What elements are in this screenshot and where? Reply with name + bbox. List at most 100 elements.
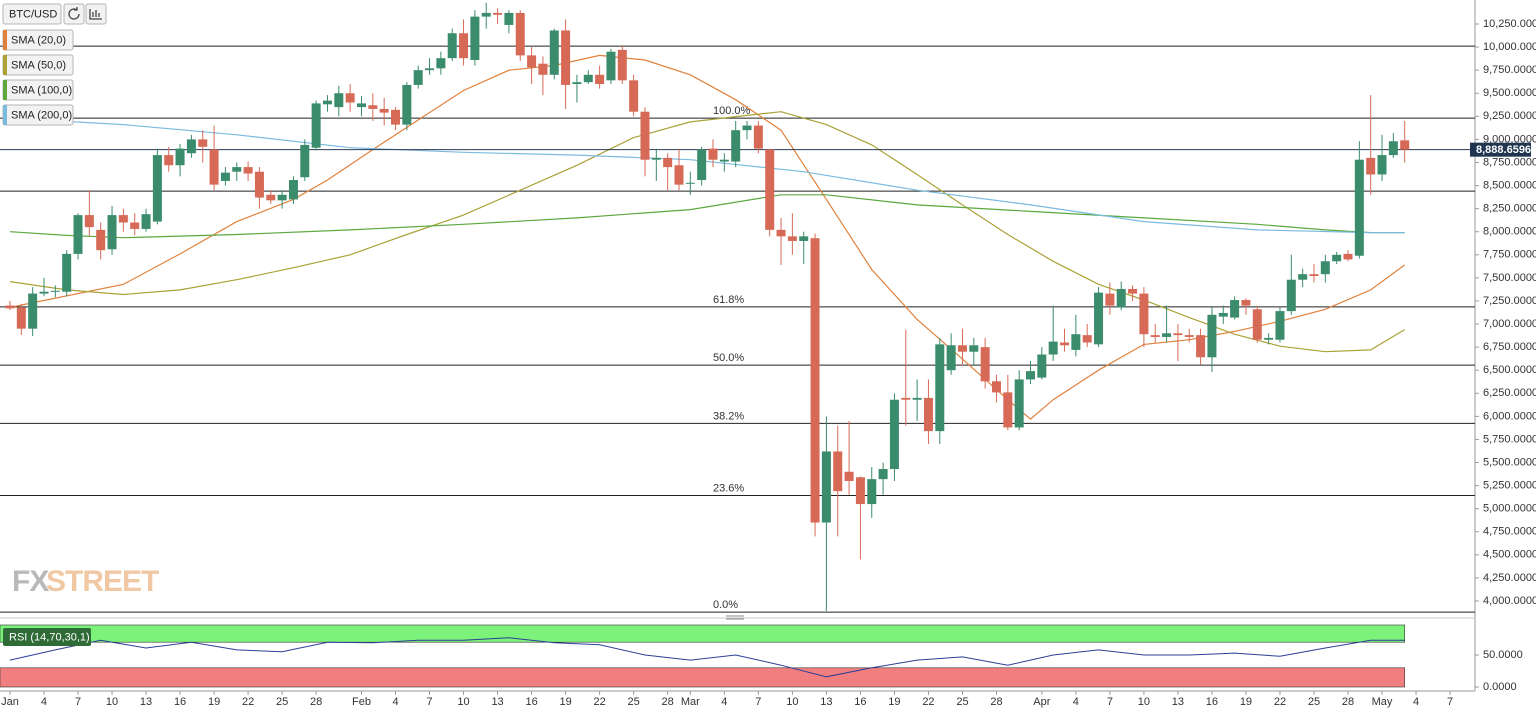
candle-body	[5, 305, 15, 309]
oversold-zone	[0, 667, 1405, 688]
candle-body	[425, 68, 435, 71]
x-tick-label: 22	[242, 696, 254, 708]
candle-body	[345, 93, 355, 103]
last-price-box	[1470, 142, 1531, 157]
candle-body	[130, 222, 140, 229]
symbol-box[interactable]	[2, 3, 62, 25]
x-tick-label: Mar	[681, 696, 700, 708]
x-tick-label: 7	[75, 696, 81, 708]
y-tick-label: 8,250.0000	[1483, 203, 1536, 215]
candle-body	[141, 214, 151, 229]
x-tick-label: 13	[491, 696, 503, 708]
x-tick-label: 19	[559, 696, 571, 708]
y-tick-label: 6,250.0000	[1483, 387, 1536, 399]
candle-body	[527, 55, 537, 68]
candle-body	[175, 148, 185, 166]
y-tick-label: 4,750.0000	[1483, 526, 1536, 538]
x-tick-label: Feb	[352, 696, 371, 708]
candle-body	[991, 381, 1001, 393]
candle-body	[1048, 341, 1058, 355]
candle-body	[1354, 159, 1364, 256]
candle-body	[1026, 371, 1036, 380]
watermark-fx: FX	[12, 565, 49, 598]
x-tick-label: 22	[922, 696, 934, 708]
candle-body	[277, 194, 287, 201]
candle-body	[1275, 311, 1285, 340]
candle-body	[1162, 333, 1172, 337]
overbought-zone	[0, 624, 1405, 643]
x-tick-label: 16	[525, 696, 537, 708]
last-price-label: 8,888.6596	[1476, 144, 1531, 156]
candle-body	[1366, 157, 1376, 175]
candle-body	[674, 165, 684, 185]
fib-level-label: 61.8%	[713, 294, 744, 306]
candle-body	[1116, 288, 1126, 308]
candle-body	[1014, 379, 1024, 428]
candle-body	[1309, 274, 1319, 277]
x-tick-label: 25	[956, 696, 968, 708]
candle-body	[334, 93, 344, 108]
x-tick-label: 16	[1206, 696, 1218, 708]
x-tick-label: 28	[1342, 696, 1354, 708]
candle-body	[1400, 140, 1410, 150]
candle-body	[901, 397, 911, 400]
legend-swatch	[3, 105, 7, 125]
candle-body	[595, 74, 605, 85]
candle-body	[1241, 300, 1251, 306]
candle-body	[697, 149, 707, 181]
x-tick-label: 25	[628, 696, 640, 708]
y-tick-label: 4,500.0000	[1483, 549, 1536, 561]
candle-body	[1071, 334, 1081, 350]
candle-body	[799, 236, 809, 241]
pane-resize-handle[interactable]	[726, 615, 744, 620]
candle-body	[923, 397, 933, 432]
x-tick-label: 22	[593, 696, 605, 708]
candle-body	[232, 167, 242, 172]
y-tick-label: 9,750.0000	[1483, 64, 1536, 76]
y-tick-label: 6,000.0000	[1483, 410, 1536, 422]
y-tick-label: 10,000.0000	[1483, 41, 1536, 53]
y-tick-label: 10,250.0000	[1483, 18, 1536, 30]
candle-body	[1320, 261, 1330, 275]
candle-body	[1150, 335, 1160, 337]
rsi-y-tick-label: 50.0000	[1483, 649, 1523, 661]
refresh-button[interactable]	[63, 3, 85, 25]
refresh-icon	[68, 7, 80, 20]
fib-level-label: 100.0%	[713, 105, 751, 117]
y-tick-label: 7,000.0000	[1483, 318, 1536, 330]
candle-body	[1003, 392, 1013, 428]
candle-body	[402, 84, 412, 125]
candle-body	[1230, 300, 1240, 318]
watermark-street: STREET	[46, 565, 159, 598]
candle-body	[1037, 354, 1047, 378]
candle-body	[640, 111, 650, 160]
candle-body	[186, 139, 196, 154]
y-tick-label: 8,500.0000	[1483, 179, 1536, 191]
y-tick-label: 7,500.0000	[1483, 272, 1536, 284]
candle-body	[311, 103, 321, 148]
x-tick-label: 10	[106, 696, 118, 708]
candle-body	[1060, 342, 1070, 346]
candle-body	[844, 471, 854, 481]
legend-label: SMA (50,0)	[11, 59, 66, 71]
candle-body	[606, 51, 616, 81]
x-tick-label: May	[1372, 696, 1393, 708]
x-tick-label: 10	[1138, 696, 1150, 708]
x-tick-label: 16	[174, 696, 186, 708]
candle-body	[220, 172, 230, 181]
y-tick-label: 8,750.0000	[1483, 156, 1536, 168]
candle-body	[391, 109, 401, 125]
candle-body	[1298, 274, 1308, 280]
legend-swatch	[3, 55, 7, 75]
candle-body	[742, 125, 752, 131]
x-tick-label: 10	[457, 696, 469, 708]
candle-body	[300, 144, 310, 178]
candle-body	[787, 236, 797, 241]
candle-body	[1218, 312, 1228, 317]
candle-body	[549, 30, 559, 75]
rsi-line	[9, 637, 1405, 678]
candle-body	[118, 215, 128, 223]
rsi-label-box[interactable]	[3, 628, 91, 646]
candle-body	[1343, 253, 1353, 260]
